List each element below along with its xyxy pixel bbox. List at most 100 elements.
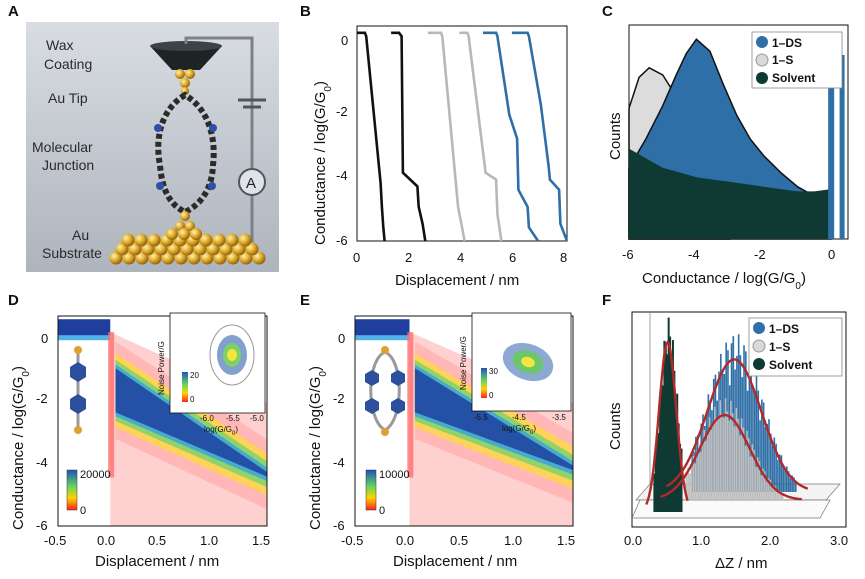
hist-bar-1s — [740, 418, 743, 500]
hist-bar-1s — [767, 478, 770, 500]
colorbar-max: 10000 — [379, 469, 410, 481]
hist-bar-1ds — [786, 466, 788, 492]
hist-bar-1ds — [743, 345, 745, 492]
hist-bar-1ds — [761, 399, 763, 492]
substrate-atom — [252, 251, 266, 265]
tick-label: -2 — [336, 104, 348, 119]
g0-plateau — [355, 319, 410, 336]
hist-bar-1s — [712, 423, 714, 500]
substrate-atom — [134, 233, 148, 247]
high-peak — [839, 55, 845, 239]
tick-label: -6 — [36, 518, 48, 533]
hist-bar-1ds — [762, 402, 765, 492]
tick-label: 0 — [338, 331, 345, 346]
hist-bar-solvent — [670, 358, 673, 512]
tick-label: -2 — [333, 391, 345, 406]
label-substrate: Substrate — [42, 245, 102, 261]
inset-tick: -5.5 — [226, 414, 240, 423]
tick-label: 0.0 — [396, 533, 414, 548]
substrate-atom — [190, 228, 202, 240]
legend-marker — [753, 358, 765, 370]
substrate-atom — [245, 242, 259, 256]
substrate-atom — [225, 233, 239, 247]
hist-bar-1ds — [748, 366, 751, 492]
substrate-atom — [166, 228, 178, 240]
y-axis-label-f: Counts — [607, 402, 624, 450]
hist-bar-1s — [762, 468, 764, 500]
substrate-atom — [238, 233, 252, 247]
hist-bar-1ds — [737, 334, 740, 492]
g0-plateau — [355, 335, 410, 341]
hist-bar-1s — [696, 452, 698, 500]
label-junction: Junction — [42, 157, 94, 173]
plot-frame-d — [57, 315, 268, 527]
hist-bar-1s — [739, 435, 741, 500]
gold-substrate — [109, 228, 266, 265]
hist-bar-1s — [701, 441, 704, 500]
legend-solvent: Solvent — [769, 358, 812, 372]
tick-label: -0.5 — [44, 533, 66, 548]
tip-atom — [175, 69, 185, 79]
legend-f: 1–DS 1–S Solvent — [748, 317, 843, 377]
hist-bar-1s — [703, 429, 705, 500]
hist-bar-1ds — [752, 386, 754, 492]
hist-bar-1ds — [769, 433, 772, 492]
label-wax: Wax — [46, 37, 73, 53]
hist-bar-1ds — [784, 468, 786, 492]
tick-label: 0.5 — [450, 533, 468, 548]
inset-tick: -4.5 — [512, 413, 526, 422]
conductance-trace — [459, 31, 503, 242]
x-axis-label-f: ΔZ / nm — [715, 555, 768, 572]
hist-bar-1ds — [780, 455, 783, 492]
hist-bar-1ds — [739, 355, 742, 492]
colorbar-min: 0 — [80, 505, 86, 517]
label-molecular: Molecular — [32, 139, 93, 155]
hist-bar-1s — [735, 407, 738, 500]
x-axis-label-c: Conductance / log(G/G0) — [642, 270, 806, 292]
hist-bar-1s — [781, 494, 784, 500]
wax-cone — [150, 46, 222, 70]
hist-bar-1ds — [789, 478, 792, 492]
tick-label: -6 — [336, 233, 348, 248]
wax-top — [150, 41, 222, 51]
hist-bar-1s — [733, 426, 736, 500]
fit-solvent — [645, 339, 689, 505]
hist-bar-1s — [746, 430, 748, 500]
hist-bar-1ds — [794, 482, 797, 492]
hist-bar-solvent — [656, 437, 659, 512]
inset-xlabel: log(G/G0) — [204, 425, 238, 437]
panel-b-label: B — [300, 3, 311, 20]
tick-label: -6 — [333, 518, 345, 533]
hist-bar-1s — [760, 475, 762, 500]
plot-frame-f — [631, 311, 847, 528]
legend-marker — [752, 339, 766, 353]
inset-tick: -5.5 — [474, 413, 488, 422]
hist-bar-1s — [708, 417, 711, 500]
tick-label: 0 — [828, 247, 835, 262]
tick-label: 3.0 — [830, 533, 848, 548]
cyclic-molecule-icon — [365, 346, 405, 436]
colorbar-d — [66, 469, 78, 511]
tick-label: 6 — [509, 250, 516, 265]
tick-label: 0.0 — [97, 533, 115, 548]
tick-label: 4 — [457, 250, 464, 265]
hist-bar-solvent — [679, 443, 682, 512]
tick-label: -2 — [36, 391, 48, 406]
hist-bar-1s — [771, 486, 773, 500]
inset-cbar-min: 0 — [190, 395, 195, 404]
hist-bar-solvent — [671, 340, 674, 512]
tip-atom — [185, 69, 195, 79]
hist-bar-solvent — [667, 317, 670, 512]
g0-plateau — [58, 319, 111, 336]
traces-b — [357, 31, 569, 242]
hist-bar-1s — [697, 443, 700, 500]
panel-c: C 1–DS 1–S Solvent -6 -4 -2 0 Conductanc… — [602, 3, 849, 292]
inset-ylabel: Noise Power/G — [459, 336, 468, 390]
g0-plateau — [58, 335, 111, 341]
hist-bar-1s — [715, 420, 718, 500]
conductance-trace — [483, 31, 540, 242]
hist-bar-1ds — [757, 390, 760, 492]
substrate-atom — [178, 228, 190, 240]
g0-peak — [828, 65, 835, 239]
inset-cbar-max: 20 — [190, 371, 199, 380]
